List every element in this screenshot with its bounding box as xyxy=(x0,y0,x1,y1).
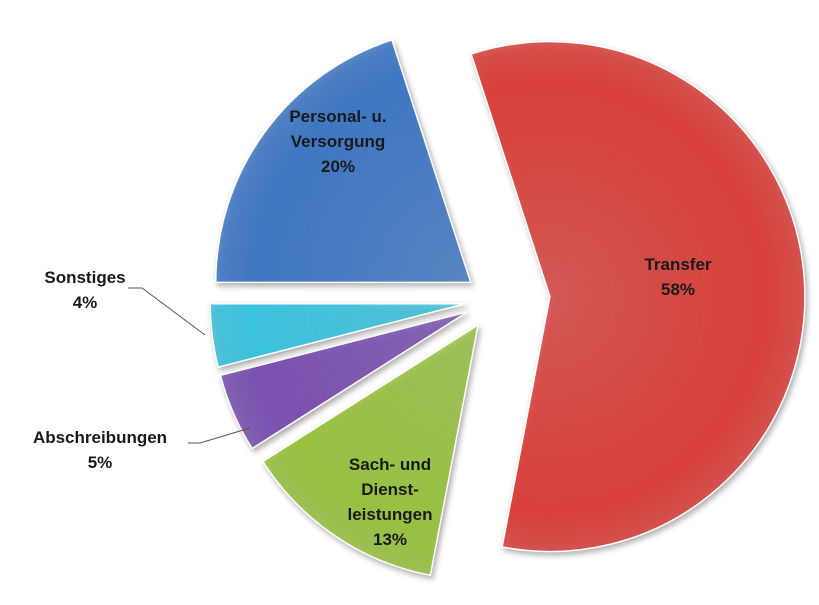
pie-slice xyxy=(219,311,468,450)
leader-line xyxy=(128,287,206,336)
slice-value-label: 13% xyxy=(373,530,407,549)
pie-slice xyxy=(470,40,806,553)
slice-label: Sach- und Dienst-leistungen xyxy=(347,455,432,524)
pie-slice xyxy=(214,38,472,284)
pie-slice xyxy=(261,323,480,577)
slice-label: Abschreibungen xyxy=(33,428,167,447)
slice-value-label: 5% xyxy=(88,453,113,472)
slice-value-label: 4% xyxy=(73,293,98,312)
pie-slice xyxy=(209,303,466,369)
slice-label: Transfer xyxy=(644,255,711,274)
slice-label: Personal- u. Versorgung xyxy=(289,107,386,151)
slice-label: Sonstiges xyxy=(44,268,125,287)
slice-value-label: 20% xyxy=(321,157,355,176)
slice-value-label: 58% xyxy=(661,280,695,299)
leader-line xyxy=(188,427,251,444)
